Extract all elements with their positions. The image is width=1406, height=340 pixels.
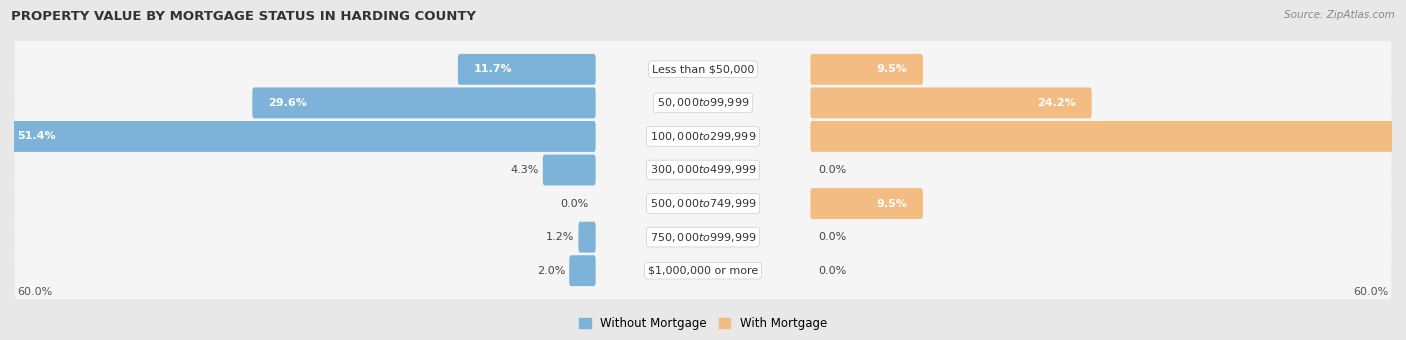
FancyBboxPatch shape	[810, 54, 922, 85]
Text: 0.0%: 0.0%	[818, 266, 846, 276]
Text: $750,000 to $999,999: $750,000 to $999,999	[650, 231, 756, 244]
Text: 0.0%: 0.0%	[560, 199, 588, 208]
Legend: Without Mortgage, With Mortgage: Without Mortgage, With Mortgage	[574, 312, 832, 335]
Text: 60.0%: 60.0%	[17, 287, 53, 297]
FancyBboxPatch shape	[458, 54, 596, 85]
Text: $50,000 to $99,999: $50,000 to $99,999	[657, 96, 749, 109]
FancyBboxPatch shape	[810, 121, 1406, 152]
FancyBboxPatch shape	[578, 222, 596, 253]
Text: $300,000 to $499,999: $300,000 to $499,999	[650, 164, 756, 176]
Text: $100,000 to $299,999: $100,000 to $299,999	[650, 130, 756, 143]
Text: 51.4%: 51.4%	[17, 132, 56, 141]
FancyBboxPatch shape	[14, 207, 1392, 267]
Text: 11.7%: 11.7%	[474, 64, 512, 74]
Text: PROPERTY VALUE BY MORTGAGE STATUS IN HARDING COUNTY: PROPERTY VALUE BY MORTGAGE STATUS IN HAR…	[11, 10, 477, 23]
Text: 4.3%: 4.3%	[510, 165, 538, 175]
FancyBboxPatch shape	[1, 121, 596, 152]
FancyBboxPatch shape	[252, 87, 596, 118]
Text: 9.5%: 9.5%	[876, 199, 907, 208]
FancyBboxPatch shape	[543, 155, 596, 185]
Text: 9.5%: 9.5%	[876, 64, 907, 74]
Text: $1,000,000 or more: $1,000,000 or more	[648, 266, 758, 276]
Text: 2.0%: 2.0%	[537, 266, 565, 276]
Text: $500,000 to $749,999: $500,000 to $749,999	[650, 197, 756, 210]
FancyBboxPatch shape	[14, 106, 1392, 167]
FancyBboxPatch shape	[810, 188, 922, 219]
FancyBboxPatch shape	[14, 240, 1392, 301]
Text: 0.0%: 0.0%	[818, 232, 846, 242]
FancyBboxPatch shape	[14, 73, 1392, 133]
FancyBboxPatch shape	[569, 255, 596, 286]
FancyBboxPatch shape	[14, 140, 1392, 200]
Text: 24.2%: 24.2%	[1038, 98, 1076, 108]
FancyBboxPatch shape	[810, 87, 1091, 118]
FancyBboxPatch shape	[14, 39, 1392, 100]
Text: Source: ZipAtlas.com: Source: ZipAtlas.com	[1284, 10, 1395, 20]
Text: 1.2%: 1.2%	[546, 232, 575, 242]
Text: Less than $50,000: Less than $50,000	[652, 64, 754, 74]
FancyBboxPatch shape	[14, 173, 1392, 234]
Text: 29.6%: 29.6%	[267, 98, 307, 108]
Text: 60.0%: 60.0%	[1353, 287, 1389, 297]
Text: 0.0%: 0.0%	[818, 165, 846, 175]
